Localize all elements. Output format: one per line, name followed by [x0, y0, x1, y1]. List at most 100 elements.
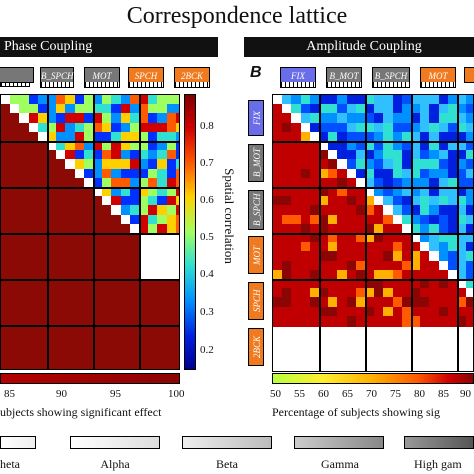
block-divider: [1, 187, 179, 189]
heatmap-cell: [429, 242, 441, 254]
heatmap-cell: [93, 260, 104, 272]
heatmap-cell: [392, 214, 404, 226]
heatmap-cell: [157, 159, 169, 171]
heatmap-cell: [457, 104, 468, 116]
heatmap-cell: [102, 242, 114, 254]
heatmap-cell: [74, 361, 86, 369]
heatmap-cell: [129, 122, 141, 134]
heatmap-cell: [438, 95, 450, 106]
heatmap-cell: [411, 122, 422, 134]
heatmap-cell: [74, 177, 86, 189]
heatmap-cell: [355, 297, 367, 309]
heatmap-cell: [1, 315, 12, 327]
heatmap-cell: [47, 361, 58, 369]
heatmap-cell: [56, 352, 68, 364]
heatmap-cell: [1, 131, 12, 143]
heatmap-cell: [282, 233, 294, 244]
heatmap-cell: [466, 196, 473, 208]
heatmap-cell: [447, 214, 459, 226]
heatmap-cell: [120, 361, 132, 369]
heatmap-cell: [411, 95, 422, 106]
heatmap-cell: [166, 131, 178, 143]
heatmap-cell: [337, 131, 349, 143]
heatmap-cell: [291, 288, 303, 300]
heatmap-cell: [273, 315, 284, 327]
heatmap-cell: [411, 242, 422, 254]
heatmap-cell: [392, 223, 404, 235]
heatmap-cell: [447, 297, 459, 309]
heatmap-cell: [392, 242, 404, 254]
heatmap-cell: [355, 251, 367, 263]
heatmap-cell: [309, 269, 321, 281]
heatmap-cell: [346, 104, 358, 116]
heatmap-cell: [355, 214, 367, 226]
heatmap-cell: [273, 306, 284, 318]
heatmap-cell: [429, 177, 441, 189]
heatmap-cell: [309, 242, 321, 254]
heatmap-cell: [65, 122, 77, 134]
heatmap-cell: [166, 260, 178, 272]
heatmap-cell: [148, 260, 160, 272]
heatmap-cell: [47, 269, 58, 281]
heatmap-cell: [129, 279, 141, 290]
colorbar-tick: 0.6: [200, 194, 214, 206]
heatmap-cell: [282, 150, 294, 162]
heatmap-cell: [438, 223, 450, 235]
heatmap-cell: [365, 223, 376, 235]
heatmap-cell: [466, 242, 473, 254]
heatmap-cell: [411, 196, 422, 208]
heatmap-cell: [166, 279, 178, 290]
heatmap-cell: [438, 196, 450, 208]
heatmap-cell: [56, 214, 68, 226]
heatmap-cell: [383, 95, 395, 106]
heatmap-cell: [328, 251, 340, 263]
heatmap-cell: [319, 279, 330, 290]
heatmap-cell: [466, 288, 473, 300]
heatmap-cell: [129, 150, 141, 162]
heatmap-cell: [157, 233, 169, 244]
heatmap-cell: [139, 214, 150, 226]
heatmap-cell: [300, 233, 312, 244]
heatmap-cell: [365, 187, 376, 198]
heatmap-cell: [429, 205, 441, 217]
row-tag: MOT: [248, 236, 264, 274]
heatmap-cell: [309, 131, 321, 143]
heatmap-cell: [19, 343, 31, 355]
heatmap-cell: [47, 205, 58, 217]
heatmap-cell: [157, 279, 169, 290]
heatmap-cell: [337, 214, 349, 226]
heatmap-cell: [10, 223, 22, 235]
heatmap-cell: [120, 150, 132, 162]
heatmap-cell: [37, 168, 49, 180]
heatmap-cell: [447, 269, 459, 281]
heatmap-cell: [401, 288, 413, 300]
heatmap-cell: [429, 260, 441, 272]
heatmap-cell: [93, 95, 104, 106]
heatmap-cell: [291, 269, 303, 281]
heatmap-cell: [74, 260, 86, 272]
heatmap-cell: [19, 306, 31, 318]
heatmap-cell: [102, 205, 114, 217]
heatmap-cell: [438, 159, 450, 171]
heatmap-cell: [282, 104, 294, 116]
heatmap-cell: [282, 187, 294, 198]
heatmap-cell: [291, 260, 303, 272]
heatmap-cell: [139, 361, 150, 369]
heatmap-cell: [420, 187, 432, 198]
heatmap-cell: [309, 159, 321, 171]
heatmap-cell: [401, 214, 413, 226]
heatmap-cell: [129, 233, 141, 244]
heatmap-cell: [139, 352, 150, 364]
heatmap-cell: [273, 251, 284, 263]
heatmap-cell: [129, 168, 141, 180]
heatmap-cell: [19, 269, 31, 281]
heatmap-cell: [93, 205, 104, 217]
heatmap-cell: [10, 214, 22, 226]
heatmap-cell: [148, 168, 160, 180]
heatmap-cell: [466, 177, 473, 189]
heatmap-cell: [328, 196, 340, 208]
heatmap-cell: [111, 334, 123, 346]
heatmap-cell: [411, 214, 422, 226]
heatmap-cell: [447, 177, 459, 189]
heatmap-cell: [129, 251, 141, 263]
